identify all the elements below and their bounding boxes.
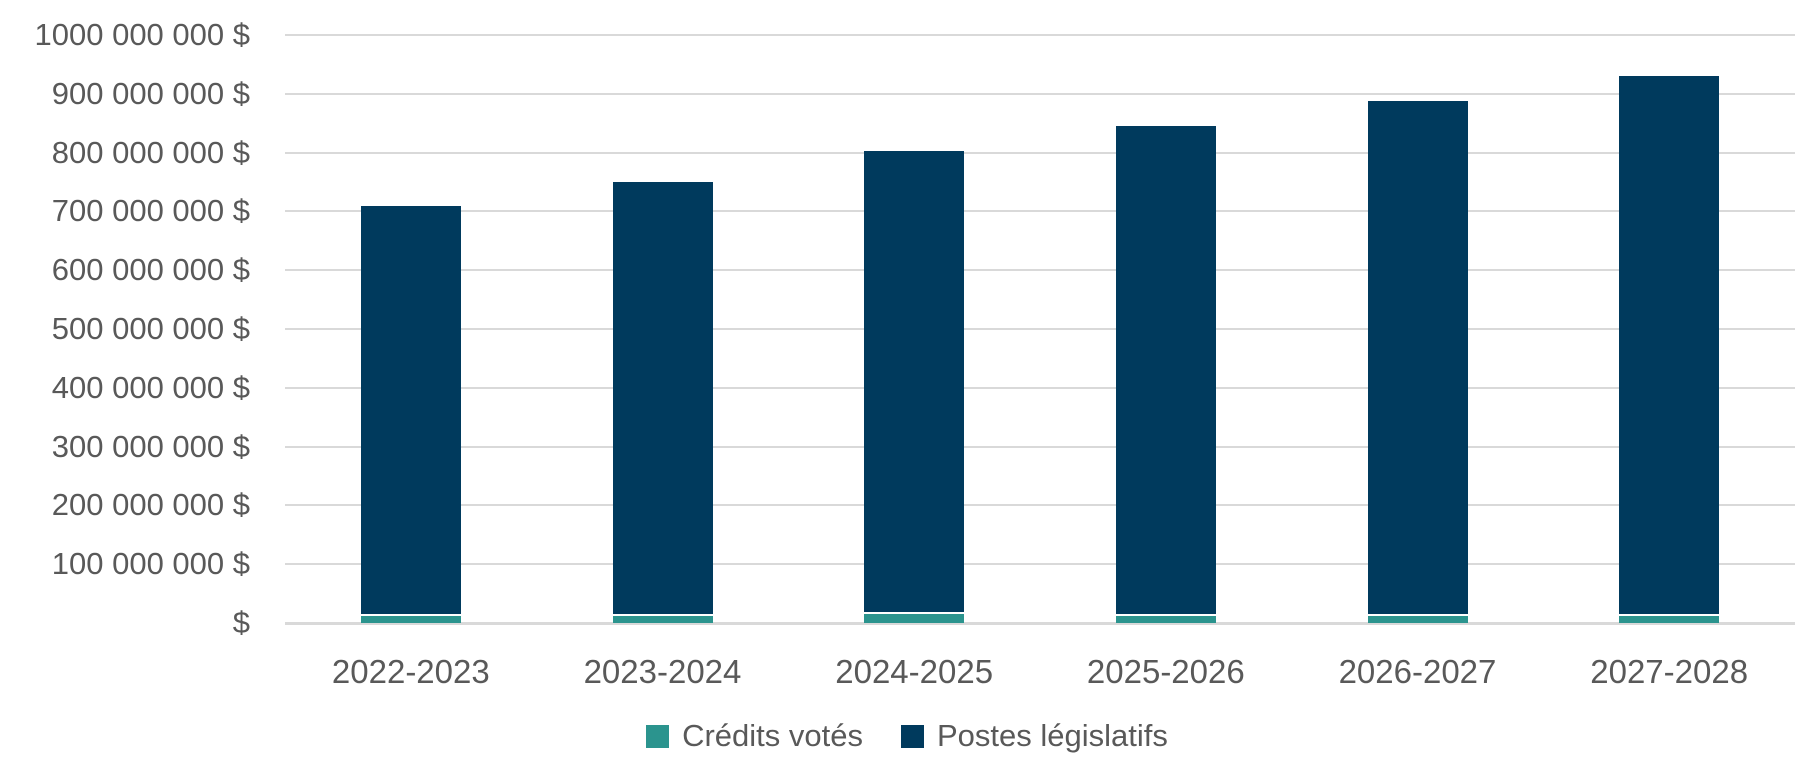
legend-label: Postes législatifs: [937, 718, 1168, 753]
gridline: [285, 34, 1795, 36]
y-tick-label: 600 000 000 $: [51, 252, 250, 288]
bar-segment-credits-votes: [1115, 615, 1216, 623]
legend-swatch-icon: [901, 724, 924, 748]
x-tick-label: 2027-2028: [1590, 653, 1749, 690]
bar-segment-credits-votes: [1367, 615, 1468, 623]
bar-segment-postes-legislatifs: [1115, 126, 1216, 616]
x-axis-line: [285, 621, 1795, 625]
legend-item: Postes législatifs: [901, 718, 1168, 754]
x-tick-label: 2026-2027: [1338, 653, 1497, 690]
gridline: [285, 563, 1795, 566]
bar-segment-postes-legislatifs: [612, 182, 713, 616]
bar-segment-credits-votes: [360, 615, 461, 623]
y-tick-label: 900 000 000 $: [51, 75, 250, 111]
gridline: [285, 269, 1795, 272]
y-tick-label: 100 000 000 $: [51, 546, 250, 582]
x-tick-label: 2024-2025: [835, 653, 994, 690]
gridline: [285, 386, 1795, 389]
x-tick-label: 2023-2024: [583, 653, 742, 690]
bar-segment-credits-votes: [1619, 615, 1720, 623]
y-tick-label: 700 000 000 $: [51, 193, 250, 229]
y-tick-label: $: [232, 605, 250, 640]
bar-segment-postes-legislatifs: [1619, 76, 1720, 616]
legend: Crédits votés Postes législatifs: [0, 712, 1814, 760]
gridline: [285, 504, 1795, 507]
gridline: [285, 445, 1795, 448]
bar-segment-credits-votes: [864, 614, 965, 623]
bar-segment-postes-legislatifs: [360, 205, 461, 616]
bar-segment-credits-votes: [612, 615, 713, 623]
gridline: [285, 328, 1795, 330]
gridline: [285, 92, 1795, 95]
legend-swatch-icon: [646, 724, 670, 748]
bar-segment-postes-legislatifs: [1367, 100, 1468, 616]
gridline: [285, 151, 1795, 154]
y-tick-label: 300 000 000 $: [51, 428, 250, 464]
gridline: [285, 210, 1795, 213]
legend-label: Crédits votés: [682, 718, 863, 753]
y-tick-label: 800 000 000 $: [51, 134, 250, 170]
x-tick-label: 2022-2023: [331, 653, 490, 690]
y-tick-label: 500 000 000 $: [51, 311, 250, 346]
y-tick-label: 400 000 000 $: [51, 369, 250, 405]
legend-item: Crédits votés: [646, 718, 863, 754]
y-tick-label: 200 000 000 $: [51, 487, 250, 523]
x-tick-label: 2025-2026: [1086, 653, 1245, 690]
bar-segment-postes-legislatifs: [864, 150, 965, 615]
y-tick-label: 1000 000 000 $: [34, 17, 251, 52]
